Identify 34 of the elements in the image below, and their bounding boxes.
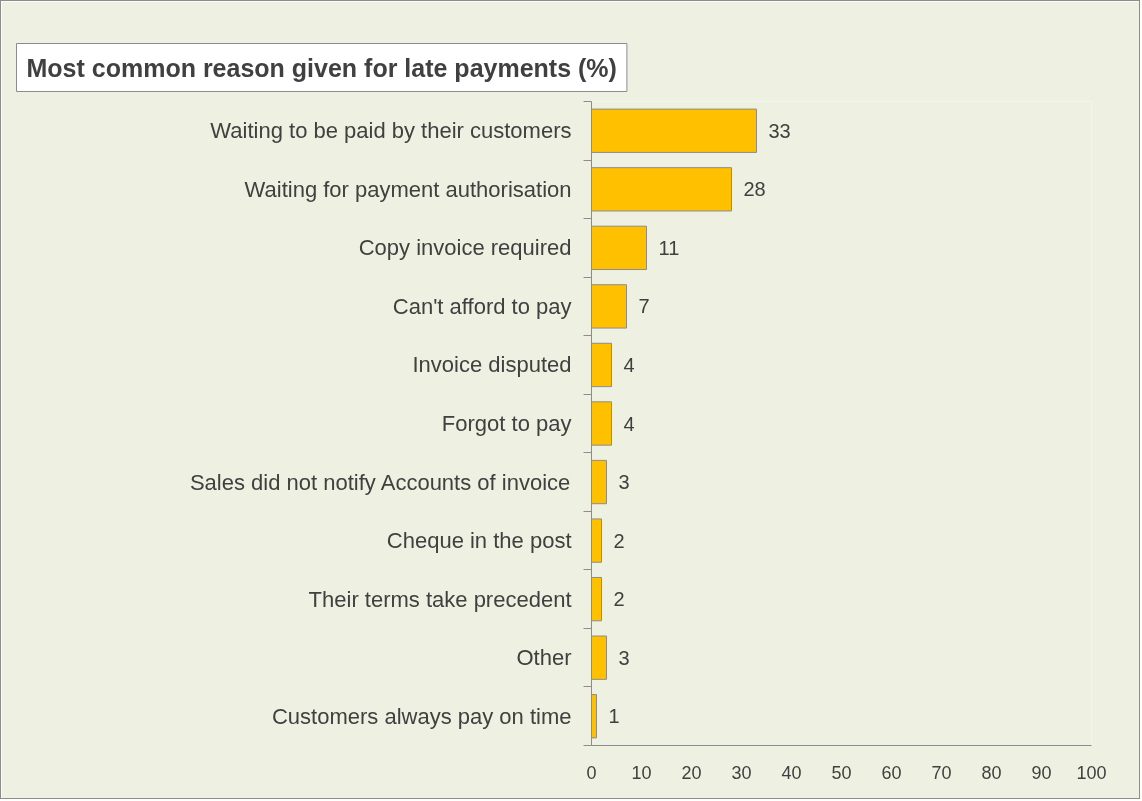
y-tick-label: Cheque in the post <box>386 528 572 554</box>
x-tick-label: 40 <box>781 762 802 783</box>
data-label: 11 <box>658 236 680 259</box>
y-tick-label: Waiting for payment authorisation <box>244 176 572 202</box>
y-tick-label: Other <box>516 645 572 671</box>
data-label: 2 <box>613 588 625 611</box>
y-tick-label: Can't afford to pay <box>392 293 572 319</box>
data-label: 3 <box>618 646 630 669</box>
x-tick-label: 60 <box>881 762 902 783</box>
data-label: 4 <box>623 353 635 376</box>
y-tick-label: Copy invoice required <box>358 235 572 261</box>
data-label: 28 <box>743 178 766 201</box>
x-tick-label: 100 <box>1076 762 1107 783</box>
data-label: 33 <box>768 119 791 142</box>
x-tick-label: 0 <box>586 762 597 783</box>
x-tick-label: 80 <box>981 762 1002 783</box>
x-tick-label: 10 <box>631 762 652 783</box>
y-tick-label: Customers always pay on time <box>271 703 572 729</box>
data-label: 3 <box>618 471 630 494</box>
data-label: 4 <box>623 412 635 435</box>
x-tick-label: 50 <box>831 762 852 783</box>
y-tick-label: Sales did not notify Accounts of invoice <box>189 469 571 495</box>
text: Most common reason given for late payments (%) <box>26 53 617 82</box>
data-label: 7 <box>638 295 650 318</box>
y-tick-label: Waiting to be paid by their customers <box>210 118 572 144</box>
data-label: 1 <box>608 705 620 728</box>
x-tick-label: 70 <box>931 762 952 783</box>
x-tick-label: 20 <box>681 762 702 783</box>
x-tick-label: 30 <box>731 762 752 783</box>
data-label: 2 <box>613 529 625 552</box>
y-tick-label: Their terms take precedent <box>308 586 572 612</box>
y-tick-label: Invoice disputed <box>412 352 572 378</box>
y-tick-label: Forgot to pay <box>441 411 572 436</box>
x-tick-label: 90 <box>1031 762 1052 783</box>
